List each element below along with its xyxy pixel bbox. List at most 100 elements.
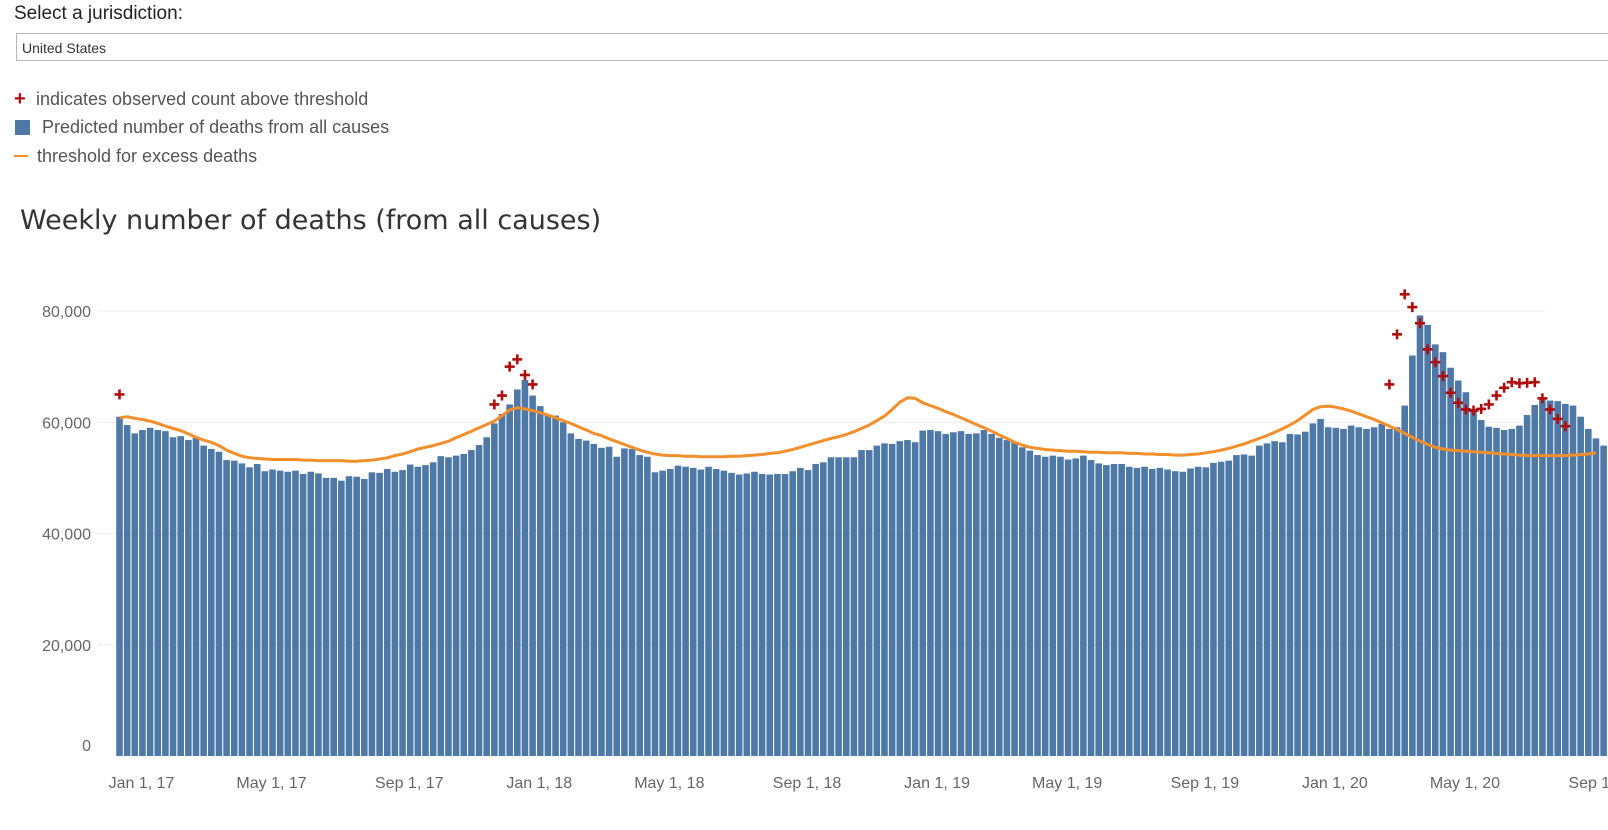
bar[interactable] <box>514 389 521 756</box>
observed-plus-marker[interactable] <box>1407 302 1418 313</box>
bar[interactable] <box>1592 438 1600 756</box>
bar[interactable] <box>1179 471 1187 756</box>
bar[interactable] <box>429 462 437 756</box>
bar[interactable] <box>820 462 827 756</box>
bar[interactable] <box>636 455 643 756</box>
bar[interactable] <box>758 473 766 756</box>
bar[interactable] <box>1301 431 1309 756</box>
bar[interactable] <box>728 472 735 756</box>
observed-plus-marker[interactable] <box>1468 405 1479 416</box>
observed-plus-marker[interactable] <box>1483 399 1494 410</box>
bar[interactable] <box>1118 463 1125 756</box>
bar[interactable] <box>162 431 169 756</box>
bar[interactable] <box>521 379 529 756</box>
bar[interactable] <box>865 450 873 756</box>
bar[interactable] <box>682 466 689 756</box>
observed-plus-marker[interactable] <box>1430 357 1441 368</box>
bar[interactable] <box>437 456 445 756</box>
bar[interactable] <box>330 477 337 756</box>
bar[interactable] <box>1011 441 1018 756</box>
bar[interactable] <box>1133 467 1141 756</box>
observed-plus-marker[interactable] <box>519 369 530 380</box>
bar[interactable] <box>544 415 552 756</box>
jurisdiction-select[interactable]: United States <box>16 33 1608 61</box>
observed-plus-marker[interactable] <box>1491 390 1502 401</box>
bar[interactable] <box>1340 428 1347 756</box>
bar[interactable] <box>261 471 269 756</box>
bar[interactable] <box>1194 466 1202 756</box>
bar[interactable] <box>414 466 422 756</box>
bar[interactable] <box>1409 355 1416 757</box>
bar[interactable] <box>1248 455 1255 756</box>
bar[interactable] <box>1309 423 1317 756</box>
bar[interactable] <box>659 470 666 756</box>
observed-plus-marker[interactable] <box>512 354 523 365</box>
bar[interactable] <box>460 453 468 756</box>
bar[interactable] <box>896 441 904 756</box>
bar[interactable] <box>567 433 575 756</box>
bar[interactable] <box>506 404 513 756</box>
bar[interactable] <box>1202 467 1210 756</box>
bar[interactable] <box>575 438 582 756</box>
bar[interactable] <box>598 447 605 756</box>
bar[interactable] <box>1049 455 1057 756</box>
bar[interactable] <box>1600 445 1607 756</box>
bar[interactable] <box>1263 443 1271 756</box>
bar[interactable] <box>842 457 850 756</box>
observed-plus-marker[interactable] <box>1560 421 1571 432</box>
observed-plus-marker[interactable] <box>1552 413 1563 424</box>
bar[interactable] <box>123 425 131 756</box>
bar[interactable] <box>230 460 238 756</box>
bar[interactable] <box>536 406 544 756</box>
bar[interactable] <box>1210 462 1217 756</box>
observed-plus-marker[interactable] <box>504 361 515 372</box>
bar[interactable] <box>850 457 858 756</box>
bar[interactable] <box>1554 401 1561 756</box>
bar[interactable] <box>751 471 758 756</box>
observed-plus-marker[interactable] <box>1399 289 1410 300</box>
bar[interactable] <box>468 450 475 756</box>
bar[interactable] <box>1447 367 1454 756</box>
bar[interactable] <box>697 469 705 756</box>
bar[interactable] <box>1470 408 1477 756</box>
bar[interactable] <box>1424 324 1431 756</box>
bar[interactable] <box>1347 425 1355 756</box>
bar[interactable] <box>1072 458 1080 756</box>
bar[interactable] <box>368 472 376 756</box>
bar[interactable] <box>965 433 972 756</box>
bar[interactable] <box>284 471 292 756</box>
bar[interactable] <box>1370 427 1378 756</box>
bar[interactable] <box>942 433 949 756</box>
bar[interactable] <box>1317 418 1324 756</box>
bar[interactable] <box>169 437 177 756</box>
bar[interactable] <box>950 432 957 756</box>
bar[interactable] <box>276 470 284 756</box>
bar[interactable] <box>1225 460 1233 756</box>
observed-plus-marker[interactable] <box>489 399 500 410</box>
bar[interactable] <box>292 470 299 756</box>
bar[interactable] <box>689 467 697 756</box>
bar[interactable] <box>1332 427 1340 756</box>
bar[interactable] <box>322 477 330 756</box>
observed-plus-marker[interactable] <box>1422 344 1433 355</box>
bar[interactable] <box>1439 352 1447 756</box>
bar[interactable] <box>1523 415 1531 756</box>
bar[interactable] <box>797 467 804 756</box>
bar[interactable] <box>1026 450 1034 756</box>
bar[interactable] <box>1064 459 1072 756</box>
bar[interactable] <box>720 470 728 756</box>
observed-plus-marker[interactable] <box>1453 397 1464 408</box>
bar[interactable] <box>307 471 315 756</box>
bar[interactable] <box>644 456 651 756</box>
bar[interactable] <box>1531 405 1539 756</box>
bar[interactable] <box>139 430 146 756</box>
bar[interactable] <box>238 463 246 756</box>
bar[interactable] <box>743 473 751 756</box>
bar[interactable] <box>1103 465 1110 756</box>
observed-plus-marker[interactable] <box>114 389 125 400</box>
bar[interactable] <box>208 448 215 756</box>
bar[interactable] <box>1378 423 1386 756</box>
bar[interactable] <box>973 433 980 756</box>
bar[interactable] <box>1432 344 1439 756</box>
bar[interactable] <box>1585 428 1592 756</box>
